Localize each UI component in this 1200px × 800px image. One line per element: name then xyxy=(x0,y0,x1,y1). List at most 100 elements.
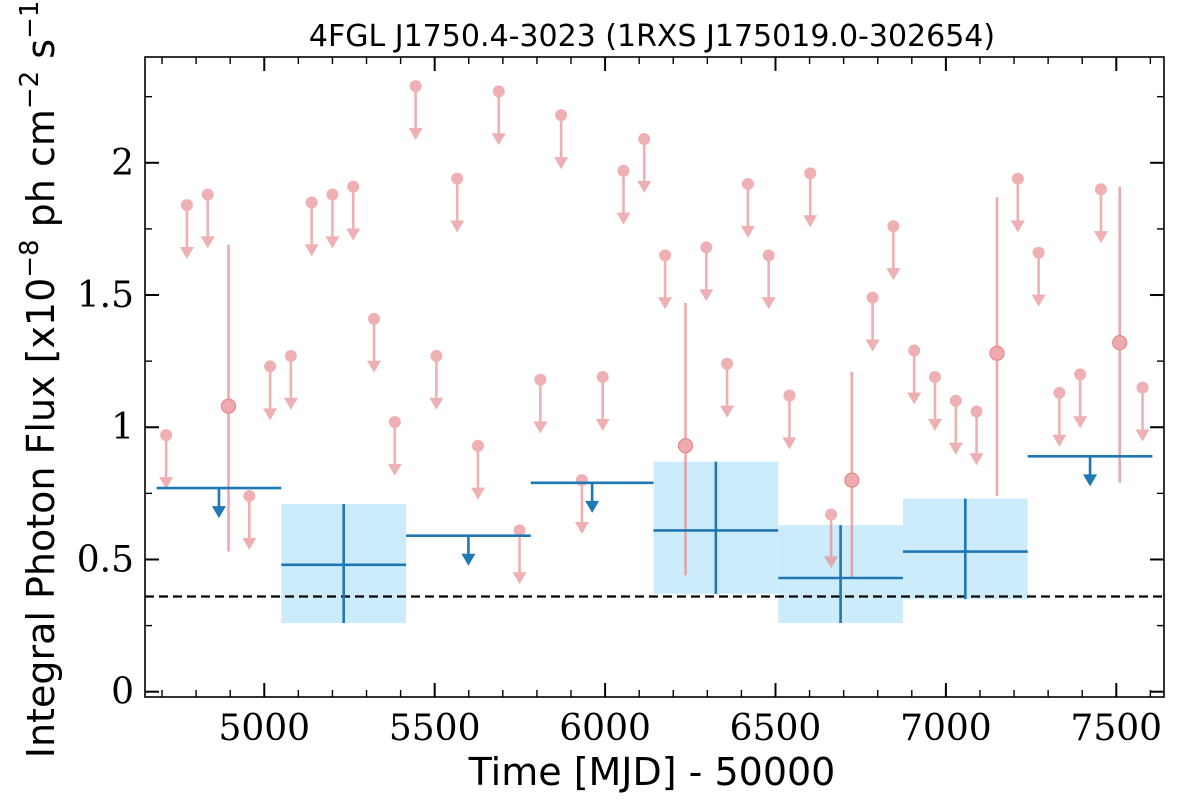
upper-limit-marker xyxy=(201,188,214,201)
short-bin-upper-limit xyxy=(740,177,755,238)
upper-limit-marker xyxy=(492,85,505,98)
upper-limit-marker xyxy=(908,344,921,357)
upper-limit-arrow-head xyxy=(740,225,755,238)
short-bin-upper-limit xyxy=(720,357,735,418)
upper-limit-marker xyxy=(575,474,588,487)
y-axis-label-mid2: s xyxy=(19,39,63,71)
short-bin-upper-limit xyxy=(242,490,257,550)
y-tick-label: 0 xyxy=(111,672,134,713)
short-bin-upper-limit xyxy=(616,164,631,225)
y-axis-label-exp2: −2 xyxy=(15,71,45,109)
short-bin-upper-limit xyxy=(1010,172,1025,233)
upper-limit-arrow-head xyxy=(554,157,569,170)
upper-limit-marker xyxy=(721,357,734,370)
short-bin-upper-limit xyxy=(824,508,839,569)
short-bin-upper-limit xyxy=(179,199,194,259)
short-bin-upper-limit xyxy=(595,371,610,431)
upper-limit-marker xyxy=(1094,183,1107,196)
upper-limit-marker xyxy=(1011,172,1024,185)
upper-limit-arrow-head xyxy=(969,453,984,466)
upper-limit-arrow-head xyxy=(720,405,735,418)
short-bin-upper-limit xyxy=(761,249,776,310)
y-axis-label-mid1: ph cm xyxy=(19,109,63,239)
y-axis-label-exp3: −1 xyxy=(15,1,45,39)
short-bin-layer xyxy=(159,80,1150,585)
upper-limit-arrow-head xyxy=(470,487,485,500)
short-bin-upper-limit xyxy=(387,415,402,476)
upper-limit-arrow-head xyxy=(616,212,631,225)
short-bin-upper-limit xyxy=(1073,368,1088,429)
short-bin-upper-limit xyxy=(886,220,901,281)
short-bin-upper-limit xyxy=(907,344,922,405)
upper-limit-arrow-head xyxy=(1073,416,1088,429)
short-bin-upper-limit xyxy=(325,188,340,249)
upper-limit-arrow-head xyxy=(574,522,589,535)
short-bin-upper-limit xyxy=(429,349,444,410)
long-bin-band-layer xyxy=(281,461,1028,623)
upper-limit-marker xyxy=(741,177,754,190)
short-bin-upper-limit xyxy=(408,80,423,140)
upper-limit-arrow-head xyxy=(658,297,673,310)
upper-limit-marker xyxy=(368,312,381,325)
upper-limit-arrow-head xyxy=(782,437,797,450)
upper-limit-marker xyxy=(305,196,318,209)
x-tick-label: 5000 xyxy=(218,708,310,749)
upper-limit-marker xyxy=(659,249,672,262)
upper-limit-arrow-head xyxy=(179,246,194,259)
x-tick-label: 7500 xyxy=(1070,708,1162,749)
upper-limit-marker xyxy=(617,164,630,177)
upper-limit-arrow-head xyxy=(1135,429,1150,442)
long-bin-layer xyxy=(156,455,1153,623)
short-bin-upper-limit xyxy=(1031,246,1046,307)
y-tick-label: 2 xyxy=(111,143,134,184)
short-bin-upper-limit xyxy=(200,188,215,249)
long-bin-ul-arrow-head xyxy=(585,500,600,513)
upper-limit-arrow-head xyxy=(512,572,527,585)
upper-limit-marker xyxy=(555,109,568,122)
upper-limit-marker xyxy=(451,172,464,185)
upper-limit-marker xyxy=(783,389,796,402)
short-bin-upper-limit xyxy=(263,360,278,421)
upper-limit-marker xyxy=(866,291,879,304)
long-bin-ul-arrow-head xyxy=(211,506,226,519)
short-bin-upper-limit xyxy=(159,429,174,490)
upper-limit-arrow-head xyxy=(242,537,257,550)
upper-limit-arrow-head xyxy=(1010,220,1025,233)
upper-limit-arrow-head xyxy=(948,442,963,455)
upper-limit-marker xyxy=(970,405,983,418)
short-bin-upper-limit xyxy=(927,371,942,431)
long-bin-upper-limit xyxy=(406,534,531,566)
upper-limit-arrow-head xyxy=(761,297,776,310)
upper-limit-marker xyxy=(1053,386,1066,399)
upper-limit-arrow-head xyxy=(824,556,839,569)
upper-limit-marker xyxy=(887,220,900,233)
upper-limit-marker xyxy=(243,490,256,503)
short-bin-upper-limit xyxy=(803,167,818,228)
upper-limit-marker xyxy=(596,371,609,383)
upper-limit-marker xyxy=(326,188,339,201)
upper-limit-arrow-head xyxy=(200,236,215,249)
upper-limit-marker xyxy=(825,508,838,521)
short-bin-upper-limit xyxy=(1093,183,1108,244)
upper-limit-arrow-head xyxy=(491,133,506,146)
short-bin-upper-limit xyxy=(865,291,880,352)
short-bin-upper-limit xyxy=(450,172,465,233)
short-bin-upper-limit xyxy=(470,439,485,500)
detection-marker xyxy=(677,438,694,454)
upper-limit-marker xyxy=(388,415,401,428)
upper-limit-arrow-head xyxy=(865,339,880,352)
short-bin-upper-limit xyxy=(346,180,361,241)
short-bin-detection xyxy=(844,371,860,578)
upper-limit-arrow-head xyxy=(304,244,319,257)
upper-limit-marker xyxy=(762,249,775,262)
upper-limit-marker xyxy=(284,349,297,362)
upper-limit-marker xyxy=(264,360,277,373)
y-axis-label-exp1: −8 xyxy=(15,239,45,277)
long-bin-detection xyxy=(281,503,407,623)
upper-limit-marker xyxy=(928,371,941,383)
y-axis-label: Integral Photon Flux [x10−8 ph cm−2 s−1] xyxy=(15,0,63,758)
short-bin-detection xyxy=(1112,186,1128,483)
upper-limit-arrow-head xyxy=(803,215,818,228)
upper-limit-arrow-head xyxy=(886,268,901,281)
